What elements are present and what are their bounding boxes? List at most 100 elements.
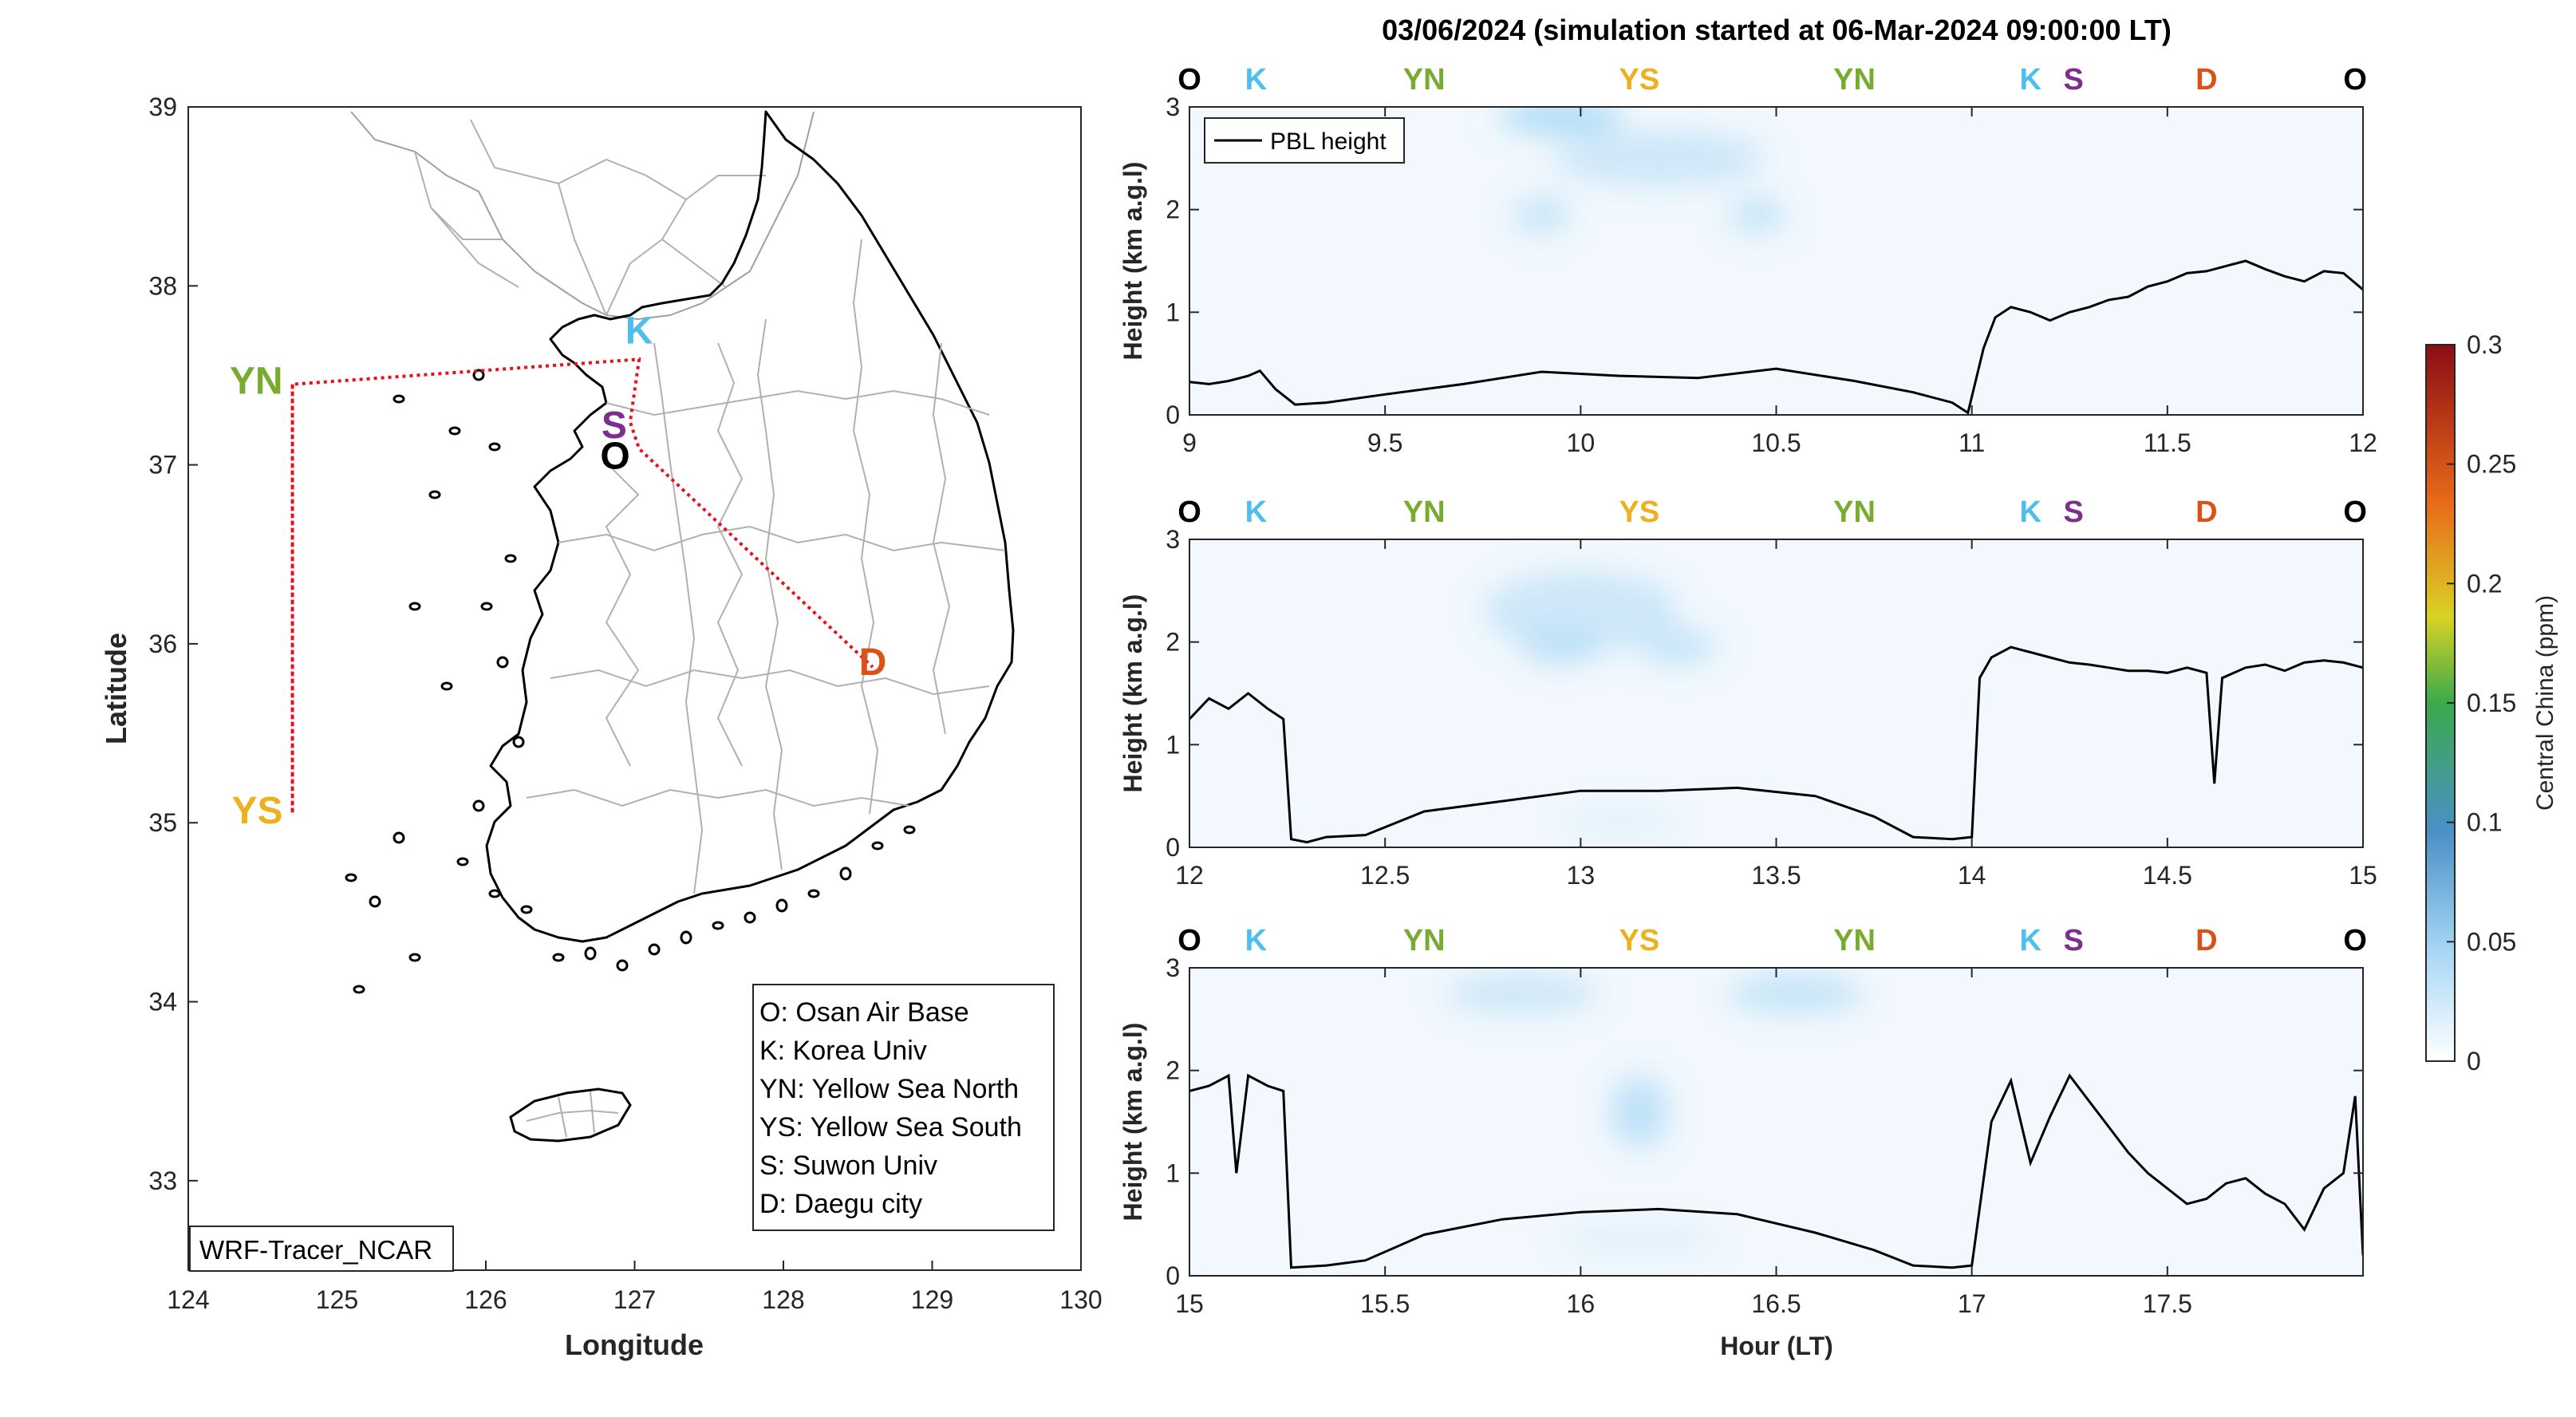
- legend-item-o: O: Osan Air Base: [759, 997, 969, 1028]
- legend-item-k: K: Korea Univ: [759, 1036, 927, 1066]
- curtain-xtick-label: 14.5: [2143, 861, 2192, 890]
- island-shape: [839, 866, 852, 881]
- curtain-panel: 15 15.5 16 16.5 17 17.5 0 1 2 3 Height (km a.g.l) O…: [1118, 924, 2367, 1318]
- curtain-ytick-label: 1: [1166, 1158, 1180, 1187]
- curtain-ytick-label: 1: [1166, 730, 1180, 759]
- curtain-ytick-label: 0: [1166, 833, 1180, 862]
- map-xtick-label: 124: [167, 1285, 209, 1314]
- colorbar-tick-label: 0.05: [2467, 927, 2516, 956]
- island-shape: [496, 656, 509, 669]
- island-shape: [520, 905, 533, 914]
- map-ytick-label: 34: [148, 988, 177, 1016]
- island-shape: [345, 873, 357, 882]
- curtain-site-k: K: [2019, 63, 2041, 97]
- curtain-xtick-label: 11: [1959, 428, 1985, 457]
- map-xtick-label: 125: [316, 1285, 358, 1314]
- curtain-xtick-label: 12.5: [1360, 861, 1410, 890]
- map-xtick-label: 129: [911, 1285, 953, 1314]
- tracer-plume: [1727, 973, 1864, 1014]
- island-shape: [440, 681, 453, 691]
- curtain-xlabel: Hour (LT): [1720, 1332, 1833, 1360]
- colorbar-tick-label: 0: [2467, 1047, 2481, 1076]
- curtain-xtick-label: 13.5: [1751, 861, 1801, 890]
- island-shape: [744, 911, 756, 924]
- island-shape: [488, 442, 501, 452]
- curtain-ytick-label: 2: [1166, 1056, 1180, 1085]
- island-shape: [512, 736, 525, 748]
- curtain-site-k: K: [1245, 63, 1268, 97]
- tracer-plume: [1610, 1076, 1669, 1148]
- island-shape: [353, 985, 365, 994]
- map-site-ys: YS: [232, 790, 283, 832]
- curtain-site-s: S: [2063, 495, 2083, 529]
- curtain-xtick-label: 15.5: [1360, 1289, 1410, 1318]
- island-shape: [552, 953, 565, 962]
- curtain-site-ys: YS: [1619, 924, 1660, 957]
- curtain-ylabel: Height (km a.g.l): [1118, 1023, 1147, 1222]
- pbl-height-line: [1189, 645, 2363, 844]
- curtain-site-yn: YN: [1833, 63, 1876, 97]
- map-xtick-label: 130: [1059, 1285, 1102, 1314]
- tracer-plume: [1639, 629, 1718, 665]
- coastal-islands: [345, 369, 916, 994]
- island-shape: [480, 602, 493, 611]
- colorbar-label: Central China (ppm): [2532, 595, 2558, 811]
- tracer-plumes: [1498, 107, 1786, 233]
- model-label-box: WRF-Tracer_NCAR: [189, 1226, 454, 1272]
- curtain-site-o: O: [2343, 495, 2367, 529]
- tracer-plume: [1512, 196, 1572, 233]
- curtain-ylabel: Height (km a.g.l): [1118, 594, 1147, 793]
- curtain-ytick-label: 3: [1166, 953, 1180, 982]
- colorbar-tick-label: 0.2: [2467, 569, 2502, 598]
- curtain-site-o: O: [2343, 63, 2367, 97]
- curtain-ylabel: Height (km a.g.l): [1118, 162, 1147, 361]
- curtain-site-d: D: [2195, 63, 2217, 97]
- colorbar-tick-label: 0.15: [2467, 689, 2516, 717]
- curtain-site-yn: YN: [1403, 495, 1446, 529]
- curtain-site-d: D: [2195, 495, 2217, 529]
- curtain-site-d: D: [2195, 924, 2217, 957]
- curtain-site-ys: YS: [1619, 495, 1660, 529]
- curtain-site-o: O: [1178, 63, 1201, 97]
- curtain-xtick-label: 14: [1958, 861, 1986, 890]
- tracer-plume: [1560, 1224, 1718, 1256]
- curtain-xtick-label: 11.5: [2144, 428, 2191, 457]
- island-shape: [775, 898, 788, 913]
- map-ylabel: Latitude: [100, 633, 132, 744]
- route-line: [290, 357, 874, 815]
- curtain-site-yn: YN: [1403, 924, 1446, 957]
- legend-item-ys: YS: Yellow Sea South: [759, 1112, 1022, 1143]
- island-shape: [504, 554, 517, 563]
- island-shape: [472, 799, 485, 812]
- tracer-plume: [1482, 570, 1679, 653]
- model-label: WRF-Tracer_NCAR: [199, 1235, 432, 1265]
- curtain-site-k: K: [2019, 495, 2041, 529]
- tracer-plumes: [1443, 973, 1864, 1256]
- jeju-island-outline: [509, 1087, 632, 1143]
- map-site-o: O: [600, 435, 629, 477]
- colorbar-tick-label: 0.3: [2467, 330, 2502, 359]
- curtain-ytick-label: 1: [1166, 298, 1180, 326]
- legend-item-s: S: Suwon Univ: [759, 1151, 937, 1181]
- island-shape: [393, 831, 405, 844]
- south-admin-lines: [526, 239, 1006, 894]
- curtain-xtick-label: 15: [2349, 861, 2377, 890]
- island-shape: [807, 889, 820, 898]
- curtain-site-s: S: [2063, 924, 2083, 957]
- curtain-ytick-label: 2: [1166, 195, 1180, 224]
- map-xtick-label: 128: [762, 1285, 804, 1314]
- island-shape: [428, 490, 441, 499]
- pbl-legend-label: PBL height: [1270, 128, 1387, 155]
- pbl-legend: PBL height: [1204, 117, 1405, 164]
- island-shape: [616, 959, 629, 972]
- curtain-site-o: O: [1178, 924, 1201, 957]
- map-ytick-label: 39: [148, 93, 177, 121]
- curtain-ytick-label: 0: [1166, 1261, 1180, 1290]
- island-shape: [472, 369, 485, 381]
- flight-route: [290, 357, 874, 815]
- map-site-labels: YN YS K SO D: [230, 310, 886, 832]
- map-ytick-label: 35: [148, 808, 177, 837]
